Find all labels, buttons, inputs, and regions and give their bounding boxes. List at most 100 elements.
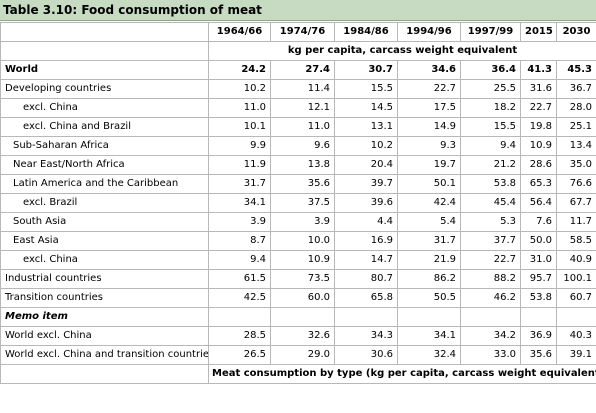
table-row: World excl. China and transition countri… bbox=[0, 345, 596, 365]
cell: 35.6 bbox=[520, 345, 557, 365]
cell: 36.7 bbox=[556, 79, 596, 99]
cell: 73.5 bbox=[270, 269, 335, 289]
cell: 8.7 bbox=[208, 231, 271, 251]
column-header: 2030 bbox=[556, 22, 596, 42]
memo-header-row: Memo item bbox=[0, 307, 596, 327]
cell: 29.0 bbox=[270, 345, 335, 365]
table-row: Near East/North Africa 11.9 13.8 20.4 19… bbox=[0, 155, 596, 175]
cell: 11.9 bbox=[208, 155, 271, 175]
cell: 11.7 bbox=[556, 212, 596, 232]
row-label: Industrial countries bbox=[0, 269, 209, 289]
cell: 19.7 bbox=[397, 155, 461, 175]
cell: 15.5 bbox=[460, 117, 521, 137]
column-header: 1994/96 bbox=[397, 22, 461, 42]
cell: 45.3 bbox=[556, 60, 596, 80]
column-header: 1964/66 bbox=[208, 22, 271, 42]
row-label: excl. China and Brazil bbox=[0, 117, 209, 137]
column-header: 1984/86 bbox=[334, 22, 398, 42]
cell: 50.0 bbox=[520, 231, 557, 251]
table-row: excl. Brazil 34.1 37.5 39.6 42.4 45.4 56… bbox=[0, 193, 596, 213]
cell: 53.8 bbox=[460, 174, 521, 194]
cell: 34.3 bbox=[334, 326, 398, 346]
cell bbox=[556, 307, 596, 327]
cell: 22.7 bbox=[397, 79, 461, 99]
cell: 27.4 bbox=[270, 60, 335, 80]
row-label: East Asia bbox=[0, 231, 209, 251]
cell: 5.4 bbox=[397, 212, 461, 232]
cell: 31.0 bbox=[520, 250, 557, 270]
cell: 37.5 bbox=[270, 193, 335, 213]
table-row: Latin America and the Caribbean 31.7 35.… bbox=[0, 174, 596, 194]
table-row: Sub-Saharan Africa 9.9 9.6 10.2 9.3 9.4 … bbox=[0, 136, 596, 156]
cell: 36.9 bbox=[520, 326, 557, 346]
row-label: South Asia bbox=[0, 212, 209, 232]
cell bbox=[520, 307, 557, 327]
cell: 34.1 bbox=[208, 193, 271, 213]
table-title: Table 3.10: Food consumption of meat bbox=[0, 0, 596, 21]
cell: 22.7 bbox=[460, 250, 521, 270]
cell: 35.6 bbox=[270, 174, 335, 194]
cell: 39.6 bbox=[334, 193, 398, 213]
cell bbox=[334, 307, 398, 327]
cell: 10.9 bbox=[270, 250, 335, 270]
cell: 86.2 bbox=[397, 269, 461, 289]
cell: 24.2 bbox=[208, 60, 271, 80]
cell: 95.7 bbox=[520, 269, 557, 289]
cell: 7.6 bbox=[520, 212, 557, 232]
unit-row-blank bbox=[0, 41, 209, 61]
cell bbox=[270, 307, 335, 327]
table-row: East Asia 8.7 10.0 16.9 31.7 37.7 50.0 5… bbox=[0, 231, 596, 251]
cell: 67.7 bbox=[556, 193, 596, 213]
cell: 50.1 bbox=[397, 174, 461, 194]
cell: 65.8 bbox=[334, 288, 398, 308]
cell: 40.9 bbox=[556, 250, 596, 270]
row-label: Near East/North Africa bbox=[0, 155, 209, 175]
cell: 61.5 bbox=[208, 269, 271, 289]
cell: 39.7 bbox=[334, 174, 398, 194]
memo-label: Memo item bbox=[0, 307, 209, 327]
cell: 19.8 bbox=[520, 117, 557, 137]
cell: 31.6 bbox=[520, 79, 557, 99]
cell: 65.3 bbox=[520, 174, 557, 194]
row-label: World excl. China and transition countri… bbox=[0, 345, 209, 365]
cell bbox=[208, 307, 271, 327]
cell: 35.0 bbox=[556, 155, 596, 175]
cell: 33.0 bbox=[460, 345, 521, 365]
header-corner bbox=[0, 22, 209, 42]
cell: 80.7 bbox=[334, 269, 398, 289]
footer-row: Meat consumption by type (kg per capita,… bbox=[0, 364, 596, 384]
cell: 15.5 bbox=[334, 79, 398, 99]
cell: 34.2 bbox=[460, 326, 521, 346]
cell: 31.7 bbox=[397, 231, 461, 251]
cell: 60.0 bbox=[270, 288, 335, 308]
cell: 58.5 bbox=[556, 231, 596, 251]
cell: 25.5 bbox=[460, 79, 521, 99]
cell: 46.2 bbox=[460, 288, 521, 308]
cell: 50.5 bbox=[397, 288, 461, 308]
cell: 14.7 bbox=[334, 250, 398, 270]
column-header-row: 1964/66 1974/76 1984/86 1994/96 1997/99 … bbox=[0, 22, 596, 42]
cell: 9.3 bbox=[397, 136, 461, 156]
cell: 53.8 bbox=[520, 288, 557, 308]
cell bbox=[460, 307, 521, 327]
cell: 37.7 bbox=[460, 231, 521, 251]
table-row: Industrial countries 61.5 73.5 80.7 86.2… bbox=[0, 269, 596, 289]
cell: 5.3 bbox=[460, 212, 521, 232]
cell: 9.9 bbox=[208, 136, 271, 156]
cell: 40.3 bbox=[556, 326, 596, 346]
row-label: excl. China bbox=[0, 250, 209, 270]
cell: 10.9 bbox=[520, 136, 557, 156]
row-label: Developing countries bbox=[0, 79, 209, 99]
cell: 28.6 bbox=[520, 155, 557, 175]
cell: 4.4 bbox=[334, 212, 398, 232]
cell: 30.6 bbox=[334, 345, 398, 365]
row-label: excl. China bbox=[0, 98, 209, 118]
cell: 21.2 bbox=[460, 155, 521, 175]
table-row: World 24.2 27.4 30.7 34.6 36.4 41.3 45.3 bbox=[0, 60, 596, 80]
table-row: excl. China 9.4 10.9 14.7 21.9 22.7 31.0… bbox=[0, 250, 596, 270]
cell: 13.1 bbox=[334, 117, 398, 137]
cell: 34.6 bbox=[397, 60, 461, 80]
cell: 56.4 bbox=[520, 193, 557, 213]
cell: 30.7 bbox=[334, 60, 398, 80]
footer-caption: Meat consumption by type (kg per capita,… bbox=[208, 364, 596, 384]
